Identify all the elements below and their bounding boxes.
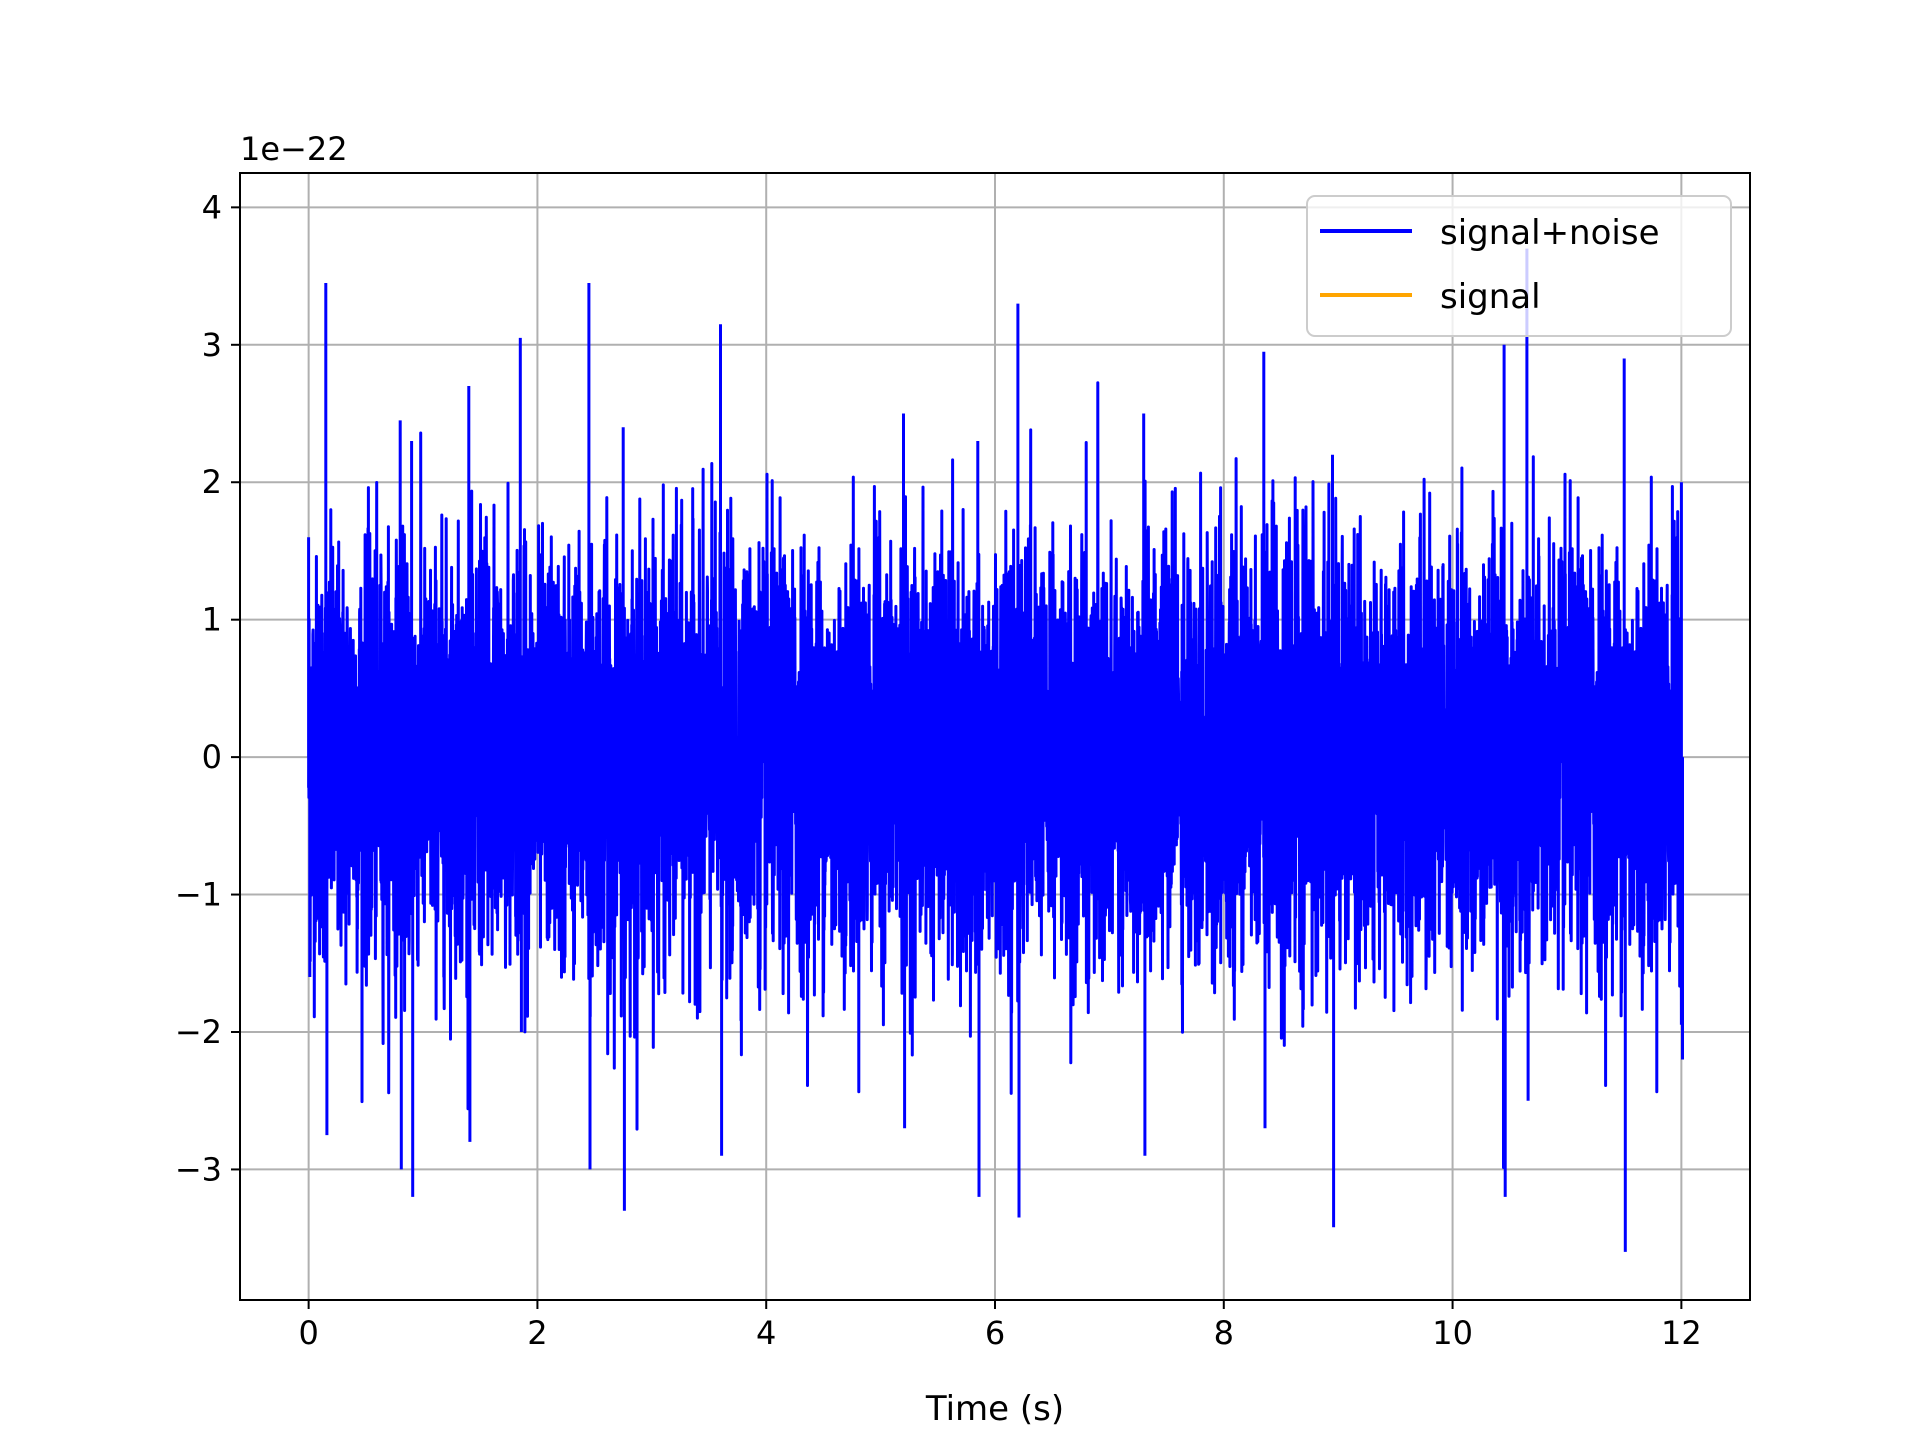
legend-box [1306,195,1732,337]
x-tick-label: 10 [1432,1314,1473,1352]
plot-area [307,248,1684,1252]
legend-label-signal: signal [1440,277,1541,317]
legend-label-signal-noise: signal+noise [1440,213,1660,253]
y-tick-label: 2 [202,463,222,501]
y-tick-label: 3 [202,326,222,364]
x-tick-label: 2 [527,1314,547,1352]
y-tick-label: 0 [202,738,222,776]
x-tick-label: 0 [298,1314,318,1352]
x-tick-label: 6 [985,1314,1005,1352]
y-tick-label: −3 [175,1150,222,1188]
legend: signal+noise signal [1306,195,1732,337]
y-tick-label: −1 [175,876,222,914]
x-tick-label: 8 [1214,1314,1234,1352]
x-tick-label: 12 [1661,1314,1702,1352]
series-line-signal-noise [307,248,1684,1252]
y-tick-label: −2 [175,1013,222,1051]
x-axis-label: Time (s) [925,1389,1064,1429]
x-tick-label: 4 [756,1314,776,1352]
y-tick-label: 1 [202,601,222,639]
y-tick-label: 4 [202,188,222,226]
y-offset-label: 1e−22 [240,130,348,168]
